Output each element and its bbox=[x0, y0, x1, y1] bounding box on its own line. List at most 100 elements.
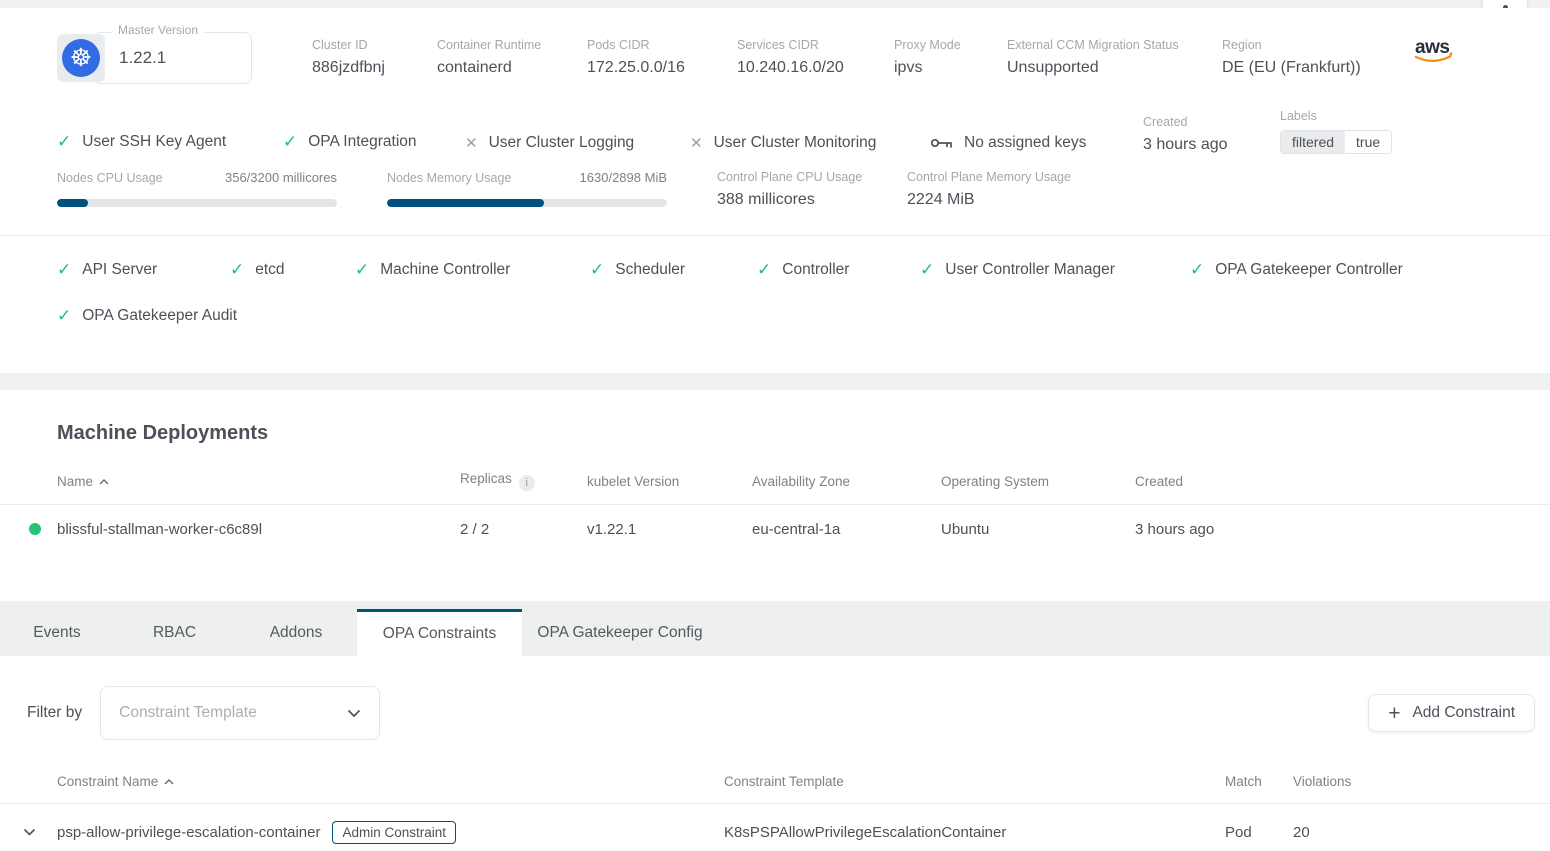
deployment-operating-system: Ubuntu bbox=[941, 521, 1135, 538]
control-plane-health-row: ✓ API Server ✓ etcd ✓ Machine Controller… bbox=[57, 260, 1550, 326]
tab-events[interactable]: Events bbox=[0, 609, 114, 656]
progress-bar bbox=[57, 199, 337, 207]
tab-rbac[interactable]: RBAC bbox=[114, 609, 235, 656]
deployment-replicas: 2 / 2 bbox=[460, 521, 587, 538]
tab-addons[interactable]: Addons bbox=[235, 609, 357, 656]
health-label: User Controller Manager bbox=[945, 261, 1115, 279]
master-version-label: Master Version bbox=[112, 23, 204, 37]
constraint-template-select[interactable]: Constraint Template bbox=[100, 686, 380, 740]
row-expander-chevron-icon[interactable] bbox=[23, 828, 36, 836]
column-header-operating-system: Operating System bbox=[941, 474, 1135, 489]
progress-fill bbox=[57, 199, 88, 207]
info-value: 172.25.0.0/16 bbox=[587, 59, 737, 77]
healthy-status-dot bbox=[29, 523, 41, 535]
cluster-features-row: ✓ User SSH Key Agent ✓ OPA Integration ✕… bbox=[57, 104, 1550, 154]
usage-label: Nodes CPU Usage bbox=[57, 171, 163, 185]
cluster-info-row: Master Version 1.22.1 ☸ Cluster ID 886jz… bbox=[57, 30, 1550, 92]
cluster-overview-panel: Master Version 1.22.1 ☸ Cluster ID 886jz… bbox=[0, 8, 1550, 373]
check-icon: ✓ bbox=[355, 260, 369, 280]
feature-label: User Cluster Monitoring bbox=[714, 134, 877, 152]
check-icon: ✓ bbox=[230, 260, 244, 280]
health-label: OPA Gatekeeper Controller bbox=[1215, 261, 1403, 279]
check-icon: ✓ bbox=[57, 132, 71, 152]
feature-label: User SSH Key Agent bbox=[82, 133, 226, 151]
filter-by-label: Filter by bbox=[27, 704, 82, 722]
created-column: Created 3 hours ago bbox=[1143, 115, 1280, 154]
master-version-box: Master Version 1.22.1 ☸ bbox=[57, 30, 252, 86]
sort-asc-icon bbox=[164, 779, 174, 785]
info-value: Unsupported bbox=[1007, 59, 1222, 77]
tab-opa-constraints[interactable]: OPA Constraints bbox=[357, 609, 522, 656]
info-label: Pods CIDR bbox=[587, 38, 737, 52]
cross-icon: ✕ bbox=[465, 134, 478, 152]
health-label: API Server bbox=[82, 261, 157, 279]
column-header-match: Match bbox=[1225, 774, 1293, 789]
admin-constraint-badge: Admin Constraint bbox=[332, 821, 456, 844]
stat-label: Control Plane Memory Usage bbox=[907, 170, 1071, 184]
nodes-cpu-usage: Nodes CPU Usage 356/3200 millicores bbox=[57, 170, 337, 209]
constraint-match: Pod bbox=[1225, 824, 1293, 841]
check-icon: ✓ bbox=[1190, 260, 1204, 280]
check-icon: ✓ bbox=[57, 260, 71, 280]
column-header-constraint-template: Constraint Template bbox=[724, 774, 1225, 789]
label-chip-key: filtered bbox=[1281, 131, 1345, 153]
constraint-row[interactable]: psp-allow-privilege-escalation-container… bbox=[0, 804, 1550, 851]
labels-column: Labels filtered true bbox=[1280, 109, 1392, 154]
info-value: 886jzdfbnj bbox=[312, 59, 437, 77]
tab-opa-gatekeeper-config[interactable]: OPA Gatekeeper Config bbox=[522, 609, 718, 656]
feature-user-cluster-monitoring: ✕ User Cluster Monitoring bbox=[690, 134, 930, 154]
usage-value: 356/3200 millicores bbox=[225, 170, 337, 185]
info-label: External CCM Migration Status bbox=[1007, 38, 1222, 52]
health-label: etcd bbox=[255, 261, 284, 279]
machine-deployments-title: Machine Deployments bbox=[57, 422, 1550, 445]
health-api-server: ✓ API Server bbox=[57, 260, 230, 280]
info-container-runtime: Container Runtime containerd bbox=[437, 30, 587, 77]
column-header-availability-zone: Availability Zone bbox=[752, 474, 941, 489]
plus-icon: + bbox=[1388, 703, 1400, 724]
master-version-outline bbox=[92, 32, 252, 84]
stat-value: 388 millicores bbox=[717, 191, 907, 209]
info-label: Container Runtime bbox=[437, 38, 587, 52]
info-icon[interactable]: i bbox=[519, 475, 535, 491]
created-label: Created bbox=[1143, 115, 1280, 129]
progress-fill bbox=[387, 199, 544, 207]
info-value: DE (EU (Frankfurt)) bbox=[1222, 59, 1412, 77]
add-constraint-button[interactable]: + Add Constraint bbox=[1368, 694, 1535, 732]
column-header-replicas: Replicasi bbox=[460, 471, 587, 491]
select-placeholder: Constraint Template bbox=[119, 704, 257, 722]
info-value: 10.240.16.0/20 bbox=[737, 59, 894, 77]
label-chip: filtered true bbox=[1280, 130, 1392, 154]
column-header-constraint-name[interactable]: Constraint Name bbox=[57, 774, 724, 789]
machine-deployments-header-row: Name Replicasi kubelet Version Availabil… bbox=[0, 471, 1550, 505]
health-etcd: ✓ etcd bbox=[230, 260, 355, 280]
constraint-name-cell: psp-allow-privilege-escalation-container… bbox=[57, 821, 724, 844]
deployment-created: 3 hours ago bbox=[1135, 521, 1550, 538]
control-plane-cpu-usage: Control Plane CPU Usage 388 millicores bbox=[717, 170, 907, 209]
column-header-name[interactable]: Name bbox=[57, 474, 460, 489]
stat-value: 2224 MiB bbox=[907, 191, 1071, 209]
feature-user-ssh-key-agent: ✓ User SSH Key Agent bbox=[57, 132, 283, 154]
check-icon: ✓ bbox=[757, 260, 771, 280]
check-icon: ✓ bbox=[590, 260, 604, 280]
info-value: containerd bbox=[437, 59, 587, 77]
ssh-keys-label: No assigned keys bbox=[964, 134, 1086, 152]
info-cluster-id: Cluster ID 886jzdfbnj bbox=[312, 30, 437, 77]
info-value: ipvs bbox=[894, 59, 1007, 77]
health-controller: ✓ Controller bbox=[757, 260, 920, 280]
column-header-kubelet-version: kubelet Version bbox=[587, 474, 752, 489]
deployment-availability-zone: eu-central-1a bbox=[752, 521, 941, 538]
sort-asc-icon bbox=[99, 479, 109, 485]
feature-label: User Cluster Logging bbox=[489, 134, 635, 152]
health-label: Scheduler bbox=[615, 261, 685, 279]
kubernetes-logo-chip: ☸ bbox=[57, 34, 105, 82]
info-region: Region DE (EU (Frankfurt)) bbox=[1222, 30, 1412, 77]
health-user-controller-manager: ✓ User Controller Manager bbox=[920, 260, 1190, 280]
machine-deployment-row[interactable]: blissful-stallman-worker-c6c89l 2 / 2 v1… bbox=[0, 505, 1550, 553]
kubernetes-logo-icon: ☸ bbox=[62, 39, 100, 77]
constraint-template: K8sPSPAllowPrivilegeEscalationContainer bbox=[724, 824, 1225, 841]
info-ccm-migration-status: External CCM Migration Status Unsupporte… bbox=[1007, 30, 1222, 77]
constraint-name: psp-allow-privilege-escalation-container bbox=[57, 824, 320, 841]
ssh-keys-status: No assigned keys bbox=[930, 134, 1143, 154]
master-version-value: 1.22.1 bbox=[119, 48, 166, 68]
aws-logo-text: aws bbox=[1415, 37, 1449, 58]
